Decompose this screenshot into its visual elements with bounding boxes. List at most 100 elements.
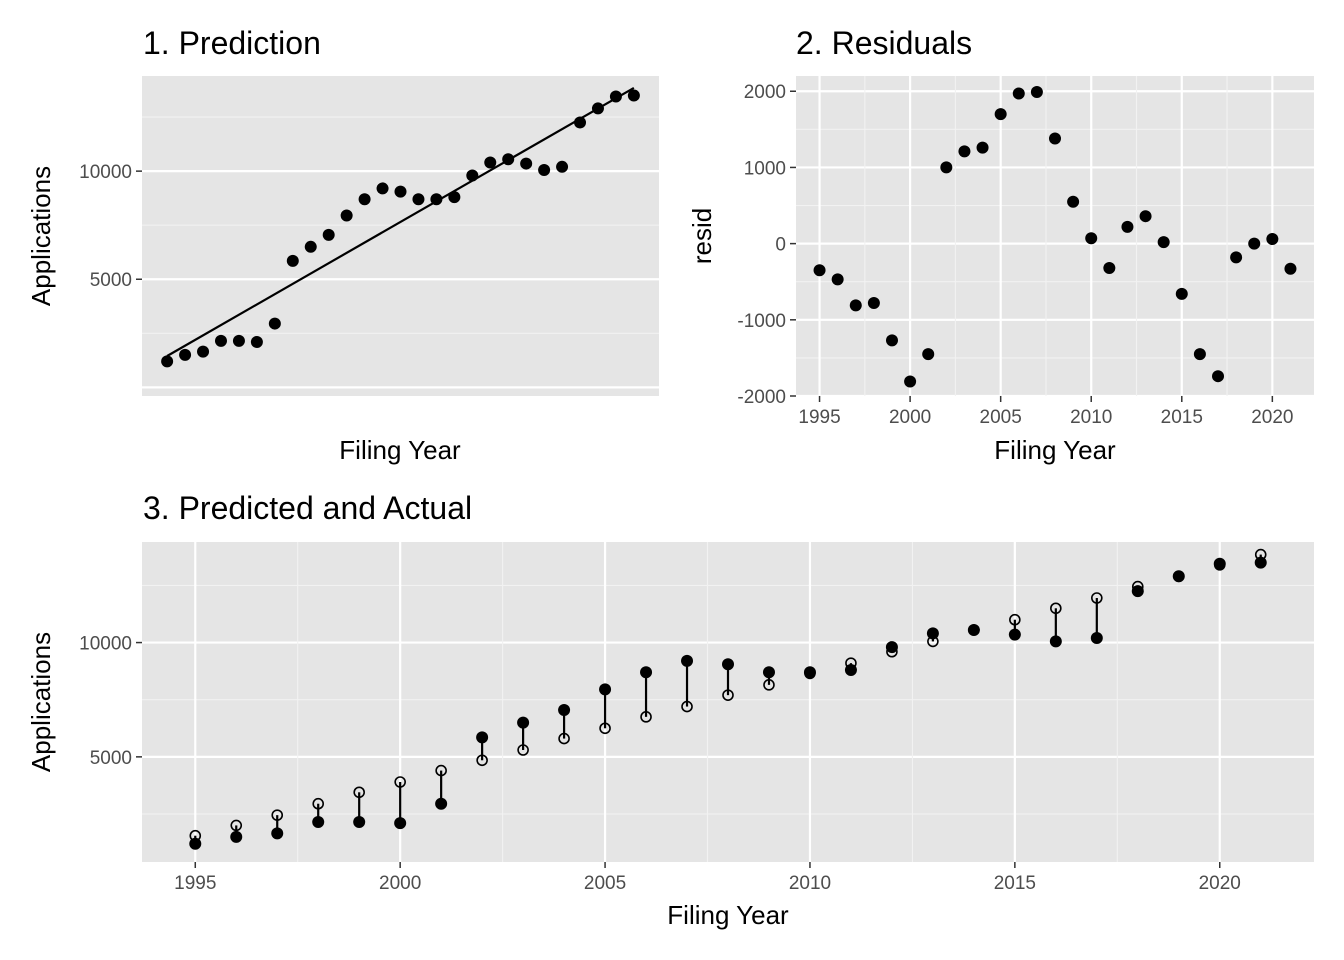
actual-point	[394, 817, 407, 830]
actual-point	[312, 816, 325, 828]
actual-point	[214, 334, 227, 347]
y-tick-label: 5000	[90, 748, 132, 769]
panel-3-x-ticks: 1995 2000 2005 2010 2015 2020	[174, 862, 1241, 894]
residual-point	[1067, 195, 1080, 208]
residual-point	[1284, 262, 1297, 275]
actual-point	[271, 827, 284, 840]
fitted-line	[166, 86, 635, 357]
residual-point	[958, 145, 971, 158]
panel-1-title: 1. Prediction	[143, 25, 321, 61]
actual-point	[609, 90, 622, 103]
x-tick-label: 2005	[980, 407, 1022, 428]
panel-2-y-ticks: -2000 -1000 0 1000 2000	[737, 82, 796, 408]
actual-point	[627, 89, 640, 102]
panel-1-grid	[142, 116, 659, 389]
residual-point	[813, 264, 826, 277]
actual-point	[268, 317, 281, 330]
residual-point	[1266, 233, 1279, 246]
actual-point	[197, 345, 210, 358]
x-tick-label: 1995	[798, 407, 840, 428]
residual-point	[1030, 86, 1043, 98]
x-tick-label: 2000	[889, 407, 931, 428]
actual-point	[1213, 557, 1226, 570]
actual-point	[230, 830, 243, 843]
actual-point	[538, 164, 551, 177]
residual-point	[831, 273, 844, 286]
residual-point	[1248, 237, 1261, 250]
panel-3-title: 3. Predicted and Actual	[143, 490, 472, 526]
actual-point	[591, 102, 604, 115]
y-tick-label: 10000	[79, 162, 132, 183]
predicted-point	[312, 797, 325, 810]
panel-3-marks	[189, 548, 1267, 850]
panel-3-y-axis-title: Applications	[26, 632, 56, 772]
actual-point	[322, 228, 335, 241]
actual-point	[762, 666, 775, 679]
actual-point	[1008, 628, 1021, 641]
actual-point	[353, 816, 366, 828]
residual-point	[849, 299, 862, 312]
x-tick-label: 2000	[379, 873, 421, 894]
panel-2-title: 2. Residuals	[796, 25, 972, 61]
panel-2-marks	[813, 86, 1297, 388]
residual-point	[922, 348, 935, 361]
predicted-point	[1050, 602, 1062, 615]
x-tick-label: 1995	[174, 873, 216, 894]
x-tick-label: 2010	[1070, 407, 1112, 428]
predicted-point	[640, 711, 652, 723]
residual-point	[1193, 348, 1206, 361]
actual-point	[1090, 632, 1103, 644]
residual-point	[904, 375, 917, 388]
residual-point	[1085, 232, 1098, 245]
residual-point	[1012, 87, 1025, 100]
panel-2-x-ticks: 1995 2000 2005 2010 2015 2020	[798, 396, 1293, 428]
x-tick-label: 2020	[1199, 873, 1241, 894]
predicted-point	[1009, 613, 1021, 626]
actual-point	[466, 169, 479, 182]
panel-1-background	[142, 76, 659, 396]
actual-point	[558, 704, 571, 716]
x-tick-label: 2015	[994, 873, 1036, 894]
residual-point	[940, 161, 953, 174]
actual-point	[376, 182, 389, 195]
x-tick-label: 2015	[1161, 407, 1203, 428]
actual-point	[1131, 585, 1144, 598]
actual-point	[517, 716, 530, 729]
actual-point	[1254, 556, 1267, 569]
panel-1-x-axis-title: Filing Year	[339, 435, 461, 465]
y-tick-label: 1000	[744, 158, 786, 179]
actual-point	[232, 334, 245, 347]
actual-point	[844, 664, 857, 676]
y-tick-label: 10000	[79, 634, 132, 655]
actual-point	[926, 627, 939, 640]
actual-point	[681, 654, 694, 667]
y-tick-label: 5000	[90, 270, 132, 291]
actual-point	[161, 355, 174, 368]
predicted-point	[271, 809, 284, 821]
residual-point	[867, 297, 880, 310]
panel-2-background	[796, 76, 1314, 396]
actual-point	[179, 348, 192, 361]
residual-point	[1139, 210, 1152, 223]
x-tick-label: 2005	[584, 873, 626, 894]
actual-point	[430, 193, 443, 206]
predicted-point	[394, 776, 406, 788]
residual-point	[1121, 220, 1134, 233]
y-tick-label: 2000	[744, 82, 786, 103]
panel-predicted-and-actual: 3. Predicted and Actual 1995 2000 2005 2010…	[26, 490, 1314, 930]
predicted-point	[517, 744, 529, 756]
predicted-point	[230, 819, 243, 832]
panel-2-y-axis-title: resid	[687, 208, 717, 264]
panel-3-background	[142, 542, 1314, 862]
actual-point	[722, 658, 734, 671]
actual-point	[885, 641, 898, 654]
residual-point	[976, 141, 989, 154]
actual-point	[1049, 635, 1062, 648]
actual-point	[640, 666, 653, 679]
actual-point	[520, 157, 533, 170]
x-tick-label: 2020	[1251, 407, 1293, 428]
actual-point	[340, 209, 353, 222]
actual-point	[250, 335, 263, 348]
panel-3-y-ticks: 5000 10000	[79, 634, 142, 769]
